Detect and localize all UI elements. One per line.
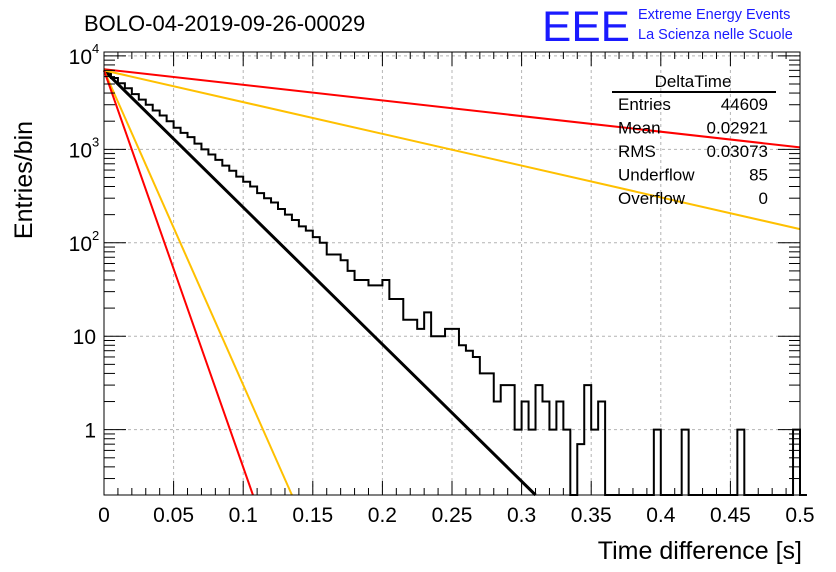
y-axis-label: Entries/bin	[10, 121, 38, 239]
x-tick-label: 0.25	[432, 504, 473, 527]
fit-line-4	[103, 69, 293, 496]
x-tick-label: 0.5	[785, 504, 814, 527]
fit-line-3	[103, 69, 801, 231]
stats-label: Mean	[618, 119, 661, 138]
y-tick-exponent: 2	[92, 228, 99, 243]
x-tick-label: 0	[98, 504, 110, 527]
logo-line2: La Scienza nelle Scuole	[638, 27, 793, 43]
fit-line-2	[103, 68, 801, 149]
stats-label: Underflow	[618, 166, 695, 185]
x-tick-label: 0.45	[710, 504, 751, 527]
stats-box: DeltaTime Entries 44609 Mean 0.02921 RMS 0.03…	[612, 72, 776, 208]
stats-value: 0.02921	[707, 119, 768, 138]
y-tick-exponent: 4	[92, 41, 99, 56]
y-tick-exponent: 3	[92, 134, 99, 149]
logo-line1: Extreme Energy Events	[638, 7, 790, 23]
stats-value: 0	[759, 189, 768, 208]
y-tick-label: 10	[73, 326, 96, 349]
x-tick-label: 0.4	[646, 504, 676, 527]
eee-logo: EEE Extreme Energy Events La Scienza nel…	[542, 3, 793, 51]
y-tick-label: 1	[84, 420, 96, 443]
y-tick-label: 10	[69, 233, 92, 256]
y-tick-label: 10	[69, 139, 92, 162]
x-tick-label: 0.05	[153, 504, 194, 527]
fit-line-1	[102, 69, 537, 497]
stats-label: Overflow	[618, 189, 686, 208]
axes: 0 0.05 0.1 0.15 0.2 0.25 0.3 0.35 0.4 0.45 0.5 1 10 1…	[69, 41, 815, 527]
x-tick-label: 0.1	[229, 504, 258, 527]
logo-text: EEE	[542, 3, 630, 51]
x-tick-label: 0.3	[507, 504, 536, 527]
y-tick-label: 10	[69, 46, 92, 69]
plot-area	[102, 68, 807, 497]
stats-value: 0.03073	[707, 142, 768, 161]
stats-label: RMS	[618, 142, 656, 161]
stats-label: Entries	[618, 95, 671, 114]
x-tick-label: 0.35	[571, 504, 612, 527]
histogram-deltatime	[104, 71, 807, 496]
x-tick-label: 0.15	[292, 504, 333, 527]
stats-header: DeltaTime	[655, 72, 732, 91]
chart-title: BOLO-04-2019-09-26-00029	[84, 11, 365, 36]
fit-line-5	[103, 70, 254, 496]
stats-value: 44609	[721, 95, 768, 114]
stats-value: 85	[749, 166, 768, 185]
x-axis-label: Time difference [s]	[598, 537, 802, 565]
x-tick-label: 0.2	[368, 504, 397, 527]
